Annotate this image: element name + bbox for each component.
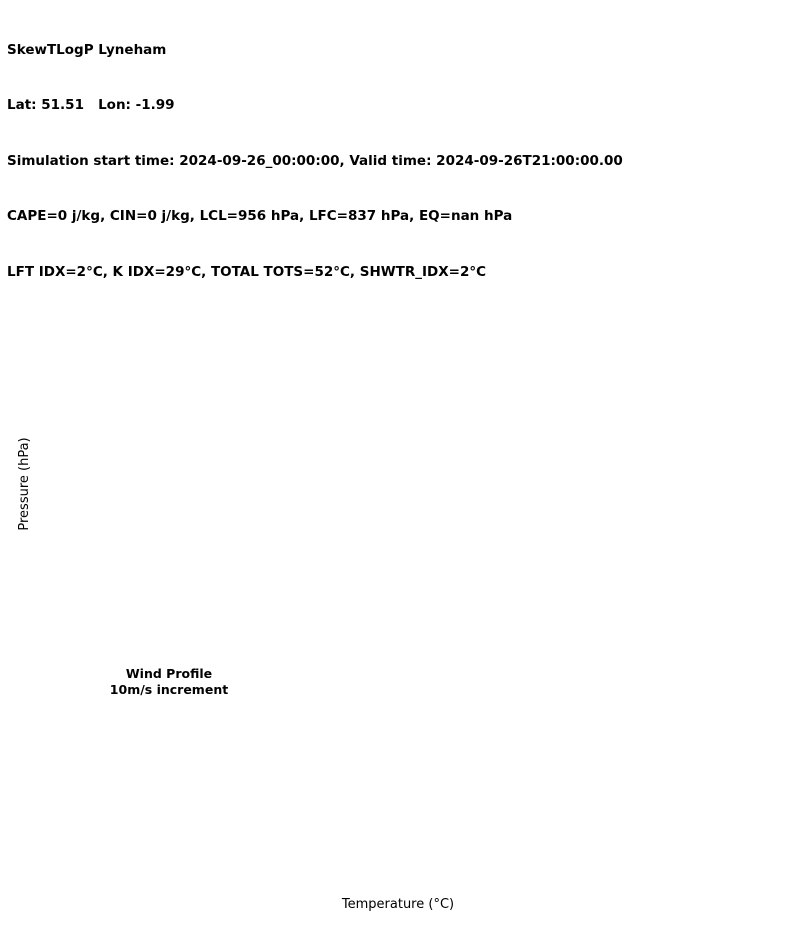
figure-times: Simulation start time: 2024-09-26_00:00:… bbox=[7, 152, 623, 169]
figure-indices-1: CAPE=0 j/kg, CIN=0 j/kg, LCL=956 hPa, LF… bbox=[7, 208, 513, 225]
hodograph-title: Wind Profile bbox=[126, 666, 212, 681]
hodograph-subtitle: 10m/s increment bbox=[110, 682, 228, 697]
x-axis-label: Temperature (°C) bbox=[341, 897, 454, 912]
figure-indices-2: LFT IDX=2°C, K IDX=29°C, TOTAL TOTS=52°C… bbox=[7, 263, 487, 280]
figure-location: Lat: 51.51 Lon: -1.99 bbox=[7, 97, 175, 114]
y-axis-label: Pressure (hPa) bbox=[17, 437, 32, 530]
figure-header: SkewTLogP Lyneham Lat: 51.51 Lon: -1.99 … bbox=[7, 4, 623, 319]
figure-title: SkewTLogP Lyneham bbox=[7, 42, 167, 58]
